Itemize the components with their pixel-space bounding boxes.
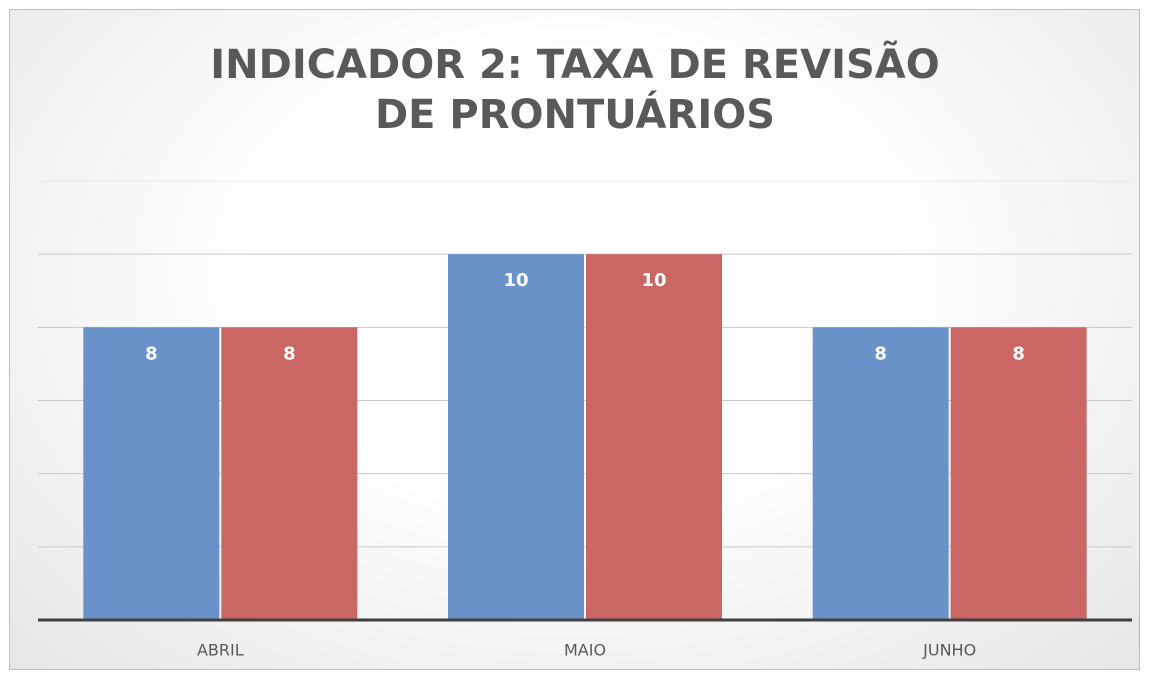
data-label: 8 <box>1012 343 1025 364</box>
x-tick-label: ABRIL <box>197 641 244 660</box>
bar <box>221 327 358 620</box>
data-label: 8 <box>283 343 296 364</box>
bar <box>586 254 722 620</box>
x-tick-label: MAIO <box>564 641 606 660</box>
x-tick-label: JUNHO <box>922 641 976 660</box>
data-label: 10 <box>641 270 666 291</box>
bar <box>448 254 584 620</box>
data-label: 8 <box>874 343 887 364</box>
data-label: 10 <box>503 270 528 291</box>
bar <box>83 327 220 620</box>
bar <box>950 327 1087 620</box>
data-label: 8 <box>145 343 158 364</box>
bar <box>812 327 949 620</box>
chart-title: INDICADOR 2: TAXA DE REVISÃO DE PRONTUÁR… <box>210 42 940 138</box>
